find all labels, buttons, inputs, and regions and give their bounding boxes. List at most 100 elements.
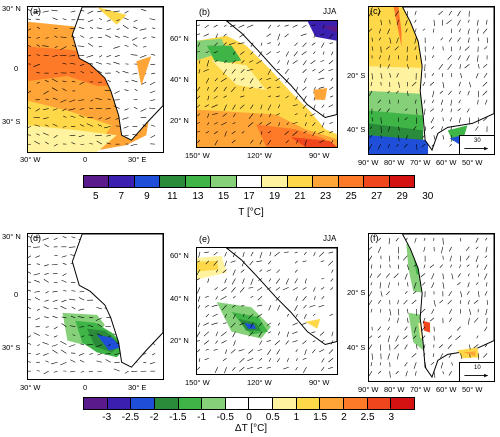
wind-arrow-icon	[369, 255, 373, 262]
wind-vector-field	[369, 10, 488, 150]
wind-arrow-icon	[318, 304, 325, 308]
wind-arrow-icon	[441, 108, 444, 112]
wind-arrow-icon	[223, 95, 227, 98]
wind-arrow-icon	[113, 10, 120, 13]
wind-arrow-icon	[440, 353, 444, 359]
wind-arrow-icon	[448, 246, 452, 252]
wind-arrow-icon	[70, 359, 76, 363]
wind-arrow-icon	[95, 97, 102, 101]
panel-d-map	[28, 234, 163, 379]
wind-arrow-icon	[205, 131, 209, 134]
wind-arrow-icon	[204, 295, 209, 298]
wind-arrow-icon	[328, 60, 334, 65]
wind-arrow-icon	[467, 90, 470, 96]
wind-arrow-icon	[106, 63, 111, 65]
wind-arrow-icon	[275, 287, 280, 291]
wind-arrow-icon	[484, 344, 488, 348]
wind-arrow-icon	[403, 299, 408, 305]
wind-arrow-icon	[405, 237, 408, 241]
wind-arrow-icon	[292, 340, 298, 343]
wind-arrow-icon	[90, 62, 94, 65]
wind-arrow-icon	[328, 104, 334, 108]
wind-arrow-icon	[266, 269, 272, 272]
wind-arrow-icon	[438, 64, 444, 70]
wind-arrow-icon	[458, 55, 461, 61]
wind-arrow-icon	[224, 131, 227, 137]
wind-arrow-icon	[232, 296, 236, 299]
wind-arrow-icon	[321, 366, 325, 372]
wind-arrow-icon	[278, 122, 281, 127]
wind-arrow-icon	[369, 299, 373, 306]
wind-arrow-icon	[231, 60, 236, 64]
wind-arrow-icon	[277, 24, 281, 28]
wind-arrow-icon	[431, 143, 435, 147]
wind-arrow-icon	[60, 349, 67, 354]
wind-arrow-icon	[71, 142, 76, 145]
wind-arrow-icon	[312, 349, 316, 354]
wind-arrow-icon	[385, 46, 390, 50]
wind-arrow-icon	[311, 42, 316, 46]
wind-arrow-icon	[431, 273, 435, 280]
wind-arrow-icon	[197, 269, 201, 276]
wind-arrow-icon	[302, 86, 307, 91]
wind-arrow-icon	[215, 296, 218, 300]
wind-arrow-icon	[239, 104, 245, 110]
wind-arrow-icon	[432, 353, 435, 357]
wind-arrow-icon	[415, 144, 418, 150]
wind-arrow-icon	[305, 113, 307, 117]
wind-arrow-icon	[485, 308, 488, 316]
wind-arrow-icon	[377, 143, 382, 150]
wind-arrow-icon	[413, 126, 417, 131]
wind-arrow-icon	[465, 255, 470, 261]
wind-arrow-icon	[250, 295, 254, 298]
wind-arrow-icon	[124, 89, 129, 92]
panel-b-xtick: 90° W	[309, 151, 330, 160]
wind-arrow-icon	[249, 260, 254, 266]
panel-a-xtick: 30° E	[128, 155, 147, 164]
wind-arrow-icon	[71, 236, 76, 239]
wind-arrow-icon	[379, 362, 382, 366]
wind-arrow-icon	[284, 69, 289, 75]
wind-arrow-icon	[457, 273, 461, 278]
wind-arrow-icon	[122, 117, 129, 120]
panel-b-map	[197, 21, 337, 147]
wind-vector-field	[369, 237, 489, 378]
wind-arrow-icon	[422, 282, 426, 286]
wind-arrow-icon	[450, 126, 452, 130]
wind-arrow-icon	[105, 117, 111, 120]
wind-arrow-icon	[292, 104, 298, 107]
wind-arrow-icon	[107, 344, 111, 346]
wind-arrow-icon	[241, 260, 245, 267]
wind-arrow-icon	[309, 304, 316, 308]
wind-arrow-icon	[439, 264, 444, 268]
wind-arrow-icon	[205, 51, 209, 53]
wind-arrow-icon	[72, 334, 76, 336]
wind-arrow-icon	[422, 81, 426, 86]
wind-arrow-icon	[285, 77, 289, 83]
wind-arrow-icon	[303, 304, 307, 309]
wind-arrow-icon	[106, 55, 111, 58]
wind-arrow-icon	[36, 44, 40, 47]
wind-arrow-icon	[43, 117, 49, 120]
wind-arrow-icon	[221, 287, 227, 292]
wind-arrow-icon	[44, 244, 49, 248]
colorbar-tick-label: 11	[167, 191, 178, 202]
wind-arrow-icon	[295, 95, 298, 100]
wind-arrow-icon	[69, 72, 76, 74]
panel-f-xtick: 70° W	[410, 385, 431, 394]
wind-arrow-icon	[295, 349, 298, 353]
wind-arrow-icon	[142, 124, 147, 127]
panel-c-map	[369, 7, 494, 154]
wind-arrow-icon	[240, 51, 245, 55]
wind-arrow-icon	[223, 86, 227, 92]
wind-arrow-icon	[34, 140, 40, 145]
wind-arrow-icon	[248, 331, 254, 337]
wind-arrow-icon	[230, 86, 236, 93]
wind-arrow-icon	[77, 45, 85, 47]
wind-arrow-icon	[198, 251, 201, 258]
wind-arrow-icon	[36, 353, 40, 356]
wind-arrow-icon	[377, 246, 382, 253]
wind-arrow-icon	[114, 55, 120, 57]
wind-arrow-icon	[205, 260, 210, 265]
wind-arrow-icon	[69, 325, 76, 328]
